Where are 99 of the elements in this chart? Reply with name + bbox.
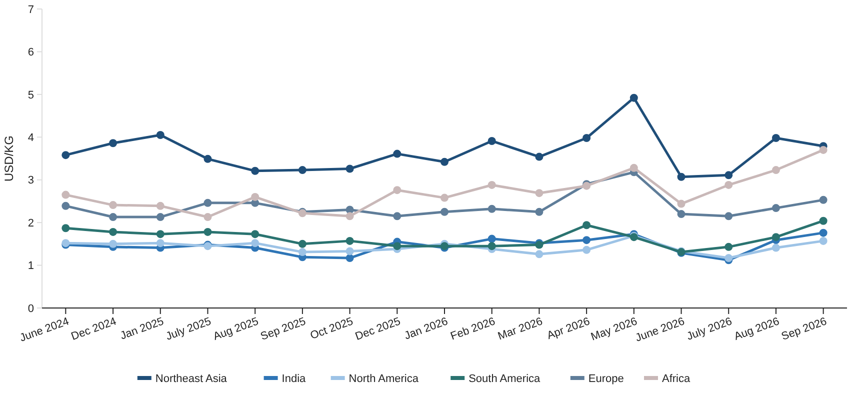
point xyxy=(156,131,164,140)
y-tick-label: 6 xyxy=(28,46,34,59)
x-tick-label: Jan 2026 xyxy=(402,316,450,342)
point xyxy=(488,180,496,189)
point xyxy=(440,194,448,202)
point xyxy=(62,202,70,210)
legend-label: North America xyxy=(348,372,420,385)
point xyxy=(109,228,118,236)
point xyxy=(630,94,638,102)
point xyxy=(488,234,496,243)
point xyxy=(724,242,733,251)
point xyxy=(393,242,402,250)
point xyxy=(677,210,686,218)
point xyxy=(488,204,496,213)
point xyxy=(393,186,402,194)
point xyxy=(772,233,780,242)
point xyxy=(724,171,733,180)
point xyxy=(298,166,306,174)
point xyxy=(724,180,733,189)
x-tick-label: Feb 2026 xyxy=(449,316,497,343)
point xyxy=(535,189,544,198)
y-tick-label: 0 xyxy=(28,302,34,315)
point xyxy=(62,151,70,160)
x-tick-label: Dec 2025 xyxy=(354,316,402,343)
point xyxy=(582,134,591,142)
point xyxy=(440,208,448,216)
y-tick-label: 4 xyxy=(28,132,34,144)
point xyxy=(156,202,164,210)
point xyxy=(819,146,828,154)
point xyxy=(440,158,448,166)
y-tick-label: 5 xyxy=(28,89,34,102)
point xyxy=(346,254,354,262)
x-tick-label: Apr 2026 xyxy=(546,316,592,342)
point xyxy=(251,166,260,175)
point xyxy=(772,244,780,252)
point xyxy=(298,240,306,248)
legend-label: Africa xyxy=(662,372,691,385)
point xyxy=(251,230,260,238)
point xyxy=(819,196,828,204)
x-tick-label: July 2025 xyxy=(164,316,213,343)
x-tick-label: July 2026 xyxy=(685,316,734,343)
point xyxy=(204,154,212,163)
point xyxy=(109,139,118,148)
point xyxy=(109,240,118,248)
point xyxy=(772,204,780,212)
point xyxy=(819,216,828,225)
legend-label: Europe xyxy=(588,372,624,385)
point xyxy=(393,150,402,158)
legend-label: South America xyxy=(468,372,542,385)
x-tick-label: Oct 2025 xyxy=(308,316,355,342)
y-tick-label: 3 xyxy=(28,174,34,187)
point xyxy=(724,212,733,220)
x-tick-label: Dec 2024 xyxy=(70,316,118,343)
point xyxy=(62,190,70,199)
x-tick-label: Aug 2025 xyxy=(212,316,260,343)
point xyxy=(62,224,70,232)
x-tick-label: Jan 2025 xyxy=(118,316,166,342)
point xyxy=(346,164,354,173)
y-axis-title: USD/KG xyxy=(2,135,16,182)
point xyxy=(677,172,686,181)
point xyxy=(772,134,780,142)
legend-label: India xyxy=(282,372,307,385)
point xyxy=(488,242,496,250)
point xyxy=(204,198,212,207)
x-tick-label: Sep 2026 xyxy=(780,316,828,343)
point xyxy=(156,230,164,238)
x-tick-label: Mar 2026 xyxy=(496,316,544,343)
point xyxy=(204,228,212,236)
point xyxy=(109,213,118,222)
point xyxy=(298,248,306,256)
y-tick-label: 1 xyxy=(28,260,34,272)
point xyxy=(109,201,118,210)
point xyxy=(346,212,354,220)
y-tick-label: 2 xyxy=(28,217,34,230)
legend-label: Northeast Asia xyxy=(155,372,228,385)
point xyxy=(251,192,260,201)
point xyxy=(630,164,638,172)
point xyxy=(251,239,260,248)
x-tick-label: Sep 2025 xyxy=(259,316,308,343)
point xyxy=(819,236,828,245)
point xyxy=(535,208,544,216)
point xyxy=(677,200,686,208)
point xyxy=(346,247,354,256)
point xyxy=(582,246,591,254)
point xyxy=(346,236,354,245)
point xyxy=(204,213,212,222)
point xyxy=(488,136,496,145)
point xyxy=(535,152,544,161)
point xyxy=(582,221,591,230)
point xyxy=(156,213,164,222)
point xyxy=(535,250,544,258)
point xyxy=(156,239,164,248)
y-tick-label: 7 xyxy=(28,4,34,16)
point xyxy=(393,212,402,220)
point xyxy=(582,236,591,244)
x-tick-label: Aug 2026 xyxy=(732,316,781,343)
x-tick-label: June 2024 xyxy=(18,316,71,344)
point xyxy=(819,228,828,237)
point xyxy=(772,166,780,174)
